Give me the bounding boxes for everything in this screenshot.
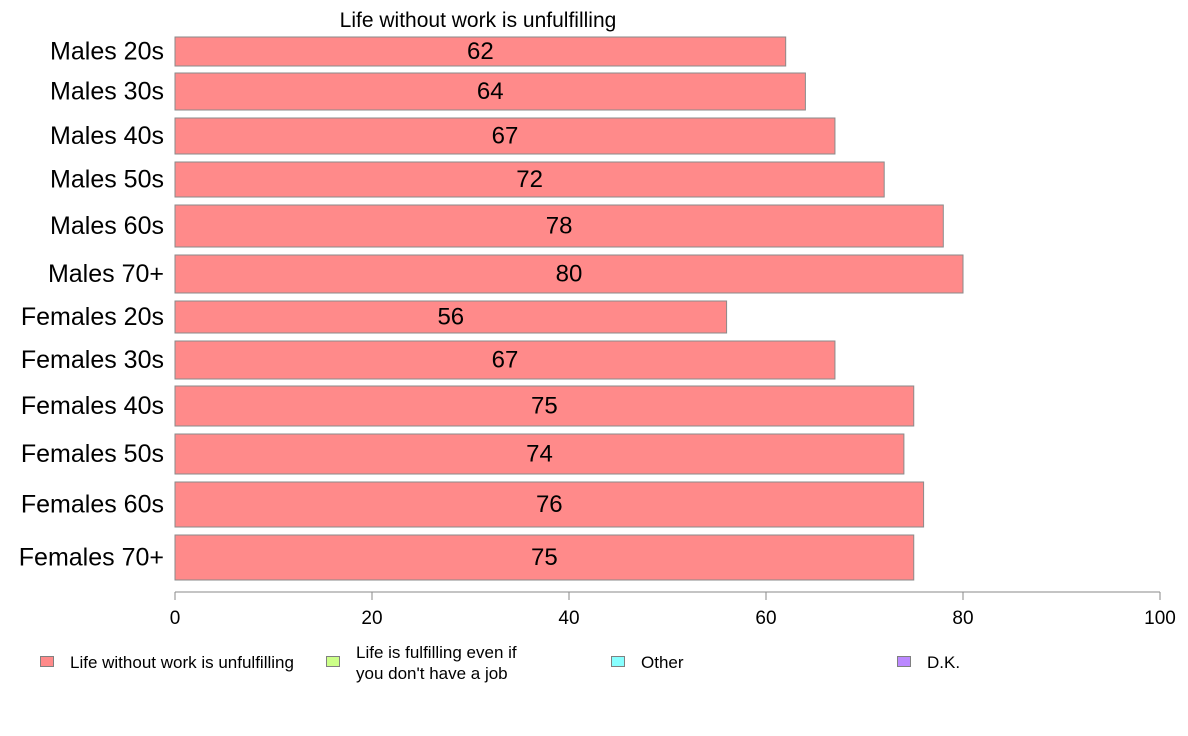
category-label: Males 20s [50,38,164,66]
bar [174,433,905,475]
chart-title: Life without work is unfulfilling [340,9,617,32]
category-label: Males 60s [50,212,164,240]
legend: Life without work is unfulfilling Life i… [0,642,1188,692]
legend-label-fulfilling: Life is fulfilling even if you don't hav… [356,642,517,684]
legend-label-line: Life is fulfilling even if [356,643,517,662]
data-label: 56 [437,304,464,331]
bar [174,385,915,427]
bar [174,340,836,380]
category-label: Males 30s [50,78,164,106]
bar [174,117,836,155]
bar [174,254,964,294]
data-label: 75 [531,544,558,571]
category-label: Males 70+ [48,260,164,288]
x-axis: 0 20 40 60 80 100 [170,591,1176,629]
data-label: 76 [536,491,563,518]
legend-swatch-unfulfilling [40,656,54,667]
category-label: Males 40s [50,122,164,150]
legend-label-line: D.K. [927,653,961,672]
category-label: Males 50s [50,166,164,194]
legend-swatch-dk [897,656,911,667]
bar [174,300,728,334]
bar [174,36,787,67]
x-tick-label: 20 [361,608,382,629]
data-label: 80 [556,261,583,288]
category-label: Females 50s [21,440,164,468]
legend-label-line: you don't have a job [356,664,508,683]
x-tick-label: 0 [170,608,181,629]
bar [174,481,925,528]
legend-swatch-other [611,656,625,667]
legend-item-dk: D.K. [897,642,960,673]
legend-item-other: Other [611,642,684,673]
bars-group: Males 20s 62 Males 30s 64 Males 40s 67 Males 5… [19,36,964,581]
bar [174,161,885,198]
x-tick-label: 60 [755,608,776,629]
data-label: 74 [526,441,553,468]
category-label: Females 20s [21,303,164,331]
bar [174,534,915,581]
data-label: 62 [467,38,494,65]
legend-item-unfulfilling: Life without work is unfulfilling [40,642,294,673]
bar [174,72,806,111]
legend-item-fulfilling: Life is fulfilling even if you don't hav… [326,642,517,684]
category-label: Females 60s [21,491,164,519]
legend-label-unfulfilling: Life without work is unfulfilling [70,642,294,673]
legend-label-line: Life without work is unfulfilling [70,653,294,672]
legend-swatch-fulfilling [326,656,340,667]
category-label: Females 40s [21,392,164,420]
x-tick-label: 40 [558,608,579,629]
data-label: 67 [492,123,519,150]
legend-label-dk: D.K. [927,642,960,673]
legend-label-other: Other [641,642,684,673]
legend-label-line: Other [641,653,684,672]
x-tick-label: 100 [1144,608,1176,629]
data-label: 67 [492,347,519,374]
data-label: 78 [546,213,573,240]
data-label: 72 [516,166,543,193]
category-label: Females 70+ [19,544,164,572]
bar [174,204,944,248]
x-tick-label: 80 [952,608,973,629]
bar-chart: Life without work is unfulfilling Males … [19,9,1176,629]
category-label: Females 30s [21,346,164,374]
data-label: 75 [531,393,558,420]
data-label: 64 [477,78,504,105]
